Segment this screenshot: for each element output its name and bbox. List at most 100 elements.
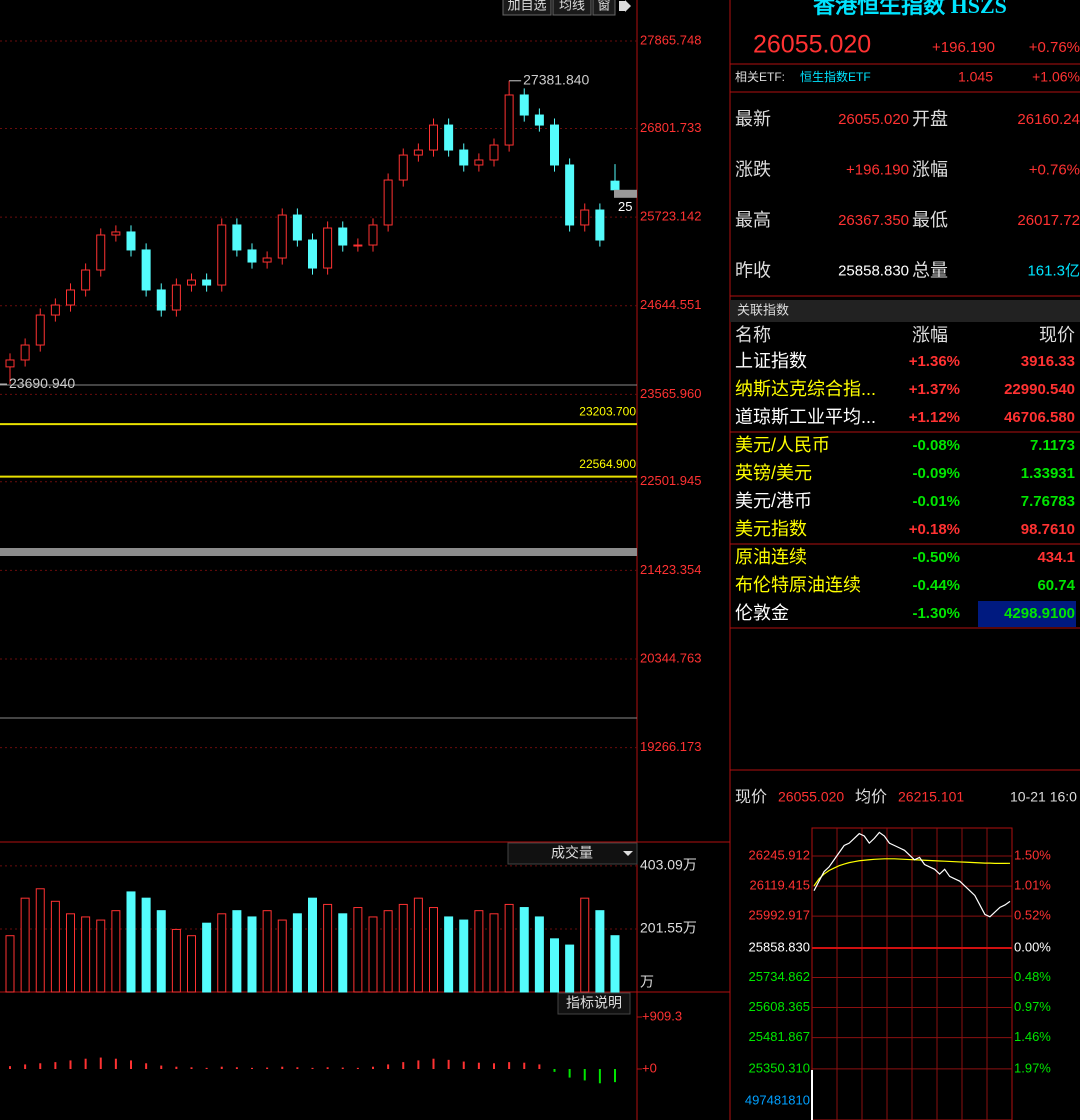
change: +196.190 [932,39,995,56]
volume-max: 497481810 [745,1092,810,1107]
quote-value: 26367.350 [838,212,909,229]
quote-label: 最高 [735,210,771,230]
quote-value: +196.190 [846,161,909,178]
max-label: 27381.840 [523,71,589,87]
candle-body [519,94,529,116]
intraday-time: 10-21 16:0 [1010,789,1077,805]
toolbar-button-bg [552,0,592,16]
volume-bar [474,910,484,993]
volume-bar [565,944,575,993]
y-tick-label: 25481.867 [749,1029,810,1044]
pct-tick-label: 0.97% [1014,999,1051,1014]
row-name: 伦敦金 [735,603,789,623]
y-tick-label: 25858.830 [749,939,810,954]
volume-bar [368,916,378,993]
volume-bar [504,903,514,993]
y-tick-label: 22501.945 [640,473,701,488]
volume-bar [595,910,605,993]
pct-tick-label: 1.97% [1014,1060,1051,1075]
volume-bar [398,903,408,993]
volume-title-box [507,842,638,865]
section-bar [730,300,1080,322]
toolbar-button: 窗 [597,0,610,12]
min-label: 23690.940 [9,375,75,391]
volume-bar [429,907,438,993]
row-price: 1.33931 [1021,465,1075,482]
volume-title: 成交量 [551,845,593,861]
volume-bar [202,922,212,993]
candle-body [323,227,333,269]
candle-body [413,149,423,156]
candle-body [35,314,45,346]
row-change: -0.50% [912,549,960,566]
candle-body [353,244,363,247]
etf-pct: +1.06% [1032,69,1080,85]
title: 香港恒生指数 HSZS [813,0,1007,18]
candle-body [20,344,30,361]
quote-value: 26055.020 [838,111,909,128]
toolbar-arrow [619,0,631,12]
candle-body [534,114,544,126]
column-header: 涨幅 [912,325,948,345]
candle-body [338,227,348,246]
y-tick-label: 25350.310 [749,1060,810,1075]
volume-bar [444,916,454,993]
column-header: 现价 [1039,325,1075,345]
candle-body [81,269,91,291]
volume-bar [232,910,242,993]
y-tick-label: +909.3 [642,1008,682,1023]
volume-bar [171,928,181,993]
quote-label: 昨收 [735,260,771,280]
volume-bar [323,903,333,993]
row-change: -0.44% [912,577,960,594]
volume-bar [277,919,287,993]
volume-bar [187,935,196,993]
dropdown-arrow [623,851,633,856]
candle-body [292,214,302,241]
volume-bar [610,935,620,993]
etf-label: 相关ETF: [735,70,785,84]
macd-title-box [557,992,631,1015]
row-price: 7.76783 [1021,493,1075,510]
row-price: 4298.9100 [1004,605,1075,622]
quote-value: 25858.830 [838,262,909,279]
volume-bar [519,907,529,993]
candle-body [595,209,605,241]
volume-bar [353,907,363,993]
price-line [813,831,1011,918]
candle-body [5,359,15,368]
candle-body [141,249,151,291]
toolbar-button-bg [592,0,616,16]
candle-body [111,231,121,236]
row-name: 布伦特原油连续 [735,575,861,595]
volume-bar [550,938,559,993]
candle-body [610,180,620,191]
candle-body [550,124,559,166]
candle-body [474,159,484,166]
candle-body [156,289,166,311]
quote-value: 26160.24 [1017,111,1080,128]
volume-bar [111,910,121,993]
row-change: +1.37% [909,381,960,398]
quote-label: 开盘 [912,109,948,129]
row-change: -0.08% [912,437,960,454]
intraday-avg: 26215.101 [898,789,964,805]
row-change: -1.30% [912,605,960,622]
volume-bar [156,910,166,993]
pct-tick-label: 0.00% [1014,939,1051,954]
avg-line [813,858,1011,887]
quote-value: +0.76% [1029,161,1080,178]
y-tick-label: 19266.173 [640,739,701,754]
row-change: +1.36% [909,353,960,370]
pct-tick-label: 1.46% [1014,1029,1051,1044]
y-tick-label: 26245.912 [749,847,810,862]
candle-body [383,179,393,226]
volume-bar [489,913,499,993]
row-name: 英镑/美元 [735,463,812,483]
pct-tick-label: 1.01% [1014,878,1051,893]
row-price: 22990.540 [1004,381,1075,398]
row-name: 美元指数 [735,519,807,539]
candle-body [368,224,378,246]
y-tick-label: 201.55万 [640,920,697,936]
